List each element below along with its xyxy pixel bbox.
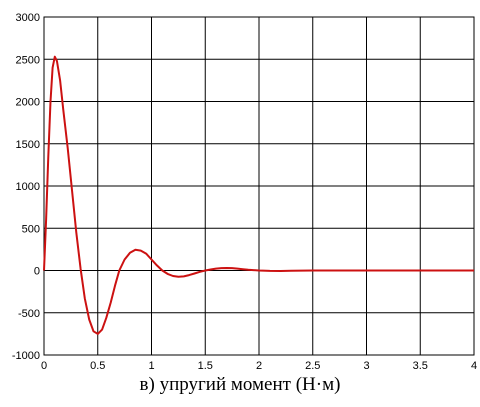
y-tick-label: 2500	[16, 54, 40, 66]
grid	[43, 16, 475, 356]
x-tick-label: 3	[363, 360, 369, 372]
x-tick-label: 4	[471, 360, 477, 372]
x-axis: 0 0.5 1 1.5 2 2.5 3 3.5 4	[41, 360, 477, 372]
plot-area	[43, 16, 475, 356]
x-tick-label: 1	[148, 360, 154, 372]
y-tick-label: 0	[34, 266, 40, 278]
line-chart: 3000 2500 2000 1500 1000 500 0 -500 -1000 0 0.5 1 1…	[12, 12, 477, 372]
y-tick-label: 2000	[16, 97, 40, 109]
y-tick-label: 500	[22, 223, 40, 235]
y-axis: 3000 2500 2000 1500 1000 500 0 -500 -1000	[12, 12, 40, 362]
chart-caption: в) упругий момент (Н·м)	[139, 374, 341, 395]
y-tick-label: 1000	[16, 181, 40, 193]
x-tick-label: 0.5	[90, 360, 105, 372]
x-tick-label: 2	[256, 360, 262, 372]
series-line	[43, 55, 474, 335]
y-tick-label: -500	[18, 308, 40, 320]
x-tick-label: 1.5	[198, 360, 213, 372]
y-tick-label: 3000	[16, 12, 40, 24]
x-tick-label: 2.5	[305, 360, 320, 372]
x-tick-label: 3.5	[413, 360, 428, 372]
x-tick-label: 0	[41, 360, 47, 372]
series	[43, 55, 474, 335]
y-tick-label: 1500	[16, 139, 40, 151]
y-tick-label: -1000	[12, 350, 40, 362]
